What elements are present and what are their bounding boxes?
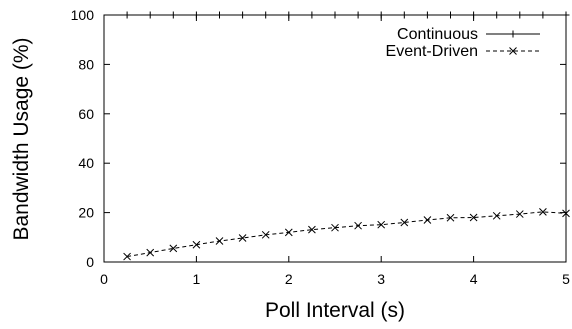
data-point <box>285 11 293 19</box>
axis-ticks <box>103 14 567 263</box>
y-axis-label: Bandwidth Usage (%) <box>10 37 33 240</box>
data-point <box>146 11 154 19</box>
data-point <box>331 223 339 232</box>
data-point <box>354 221 362 230</box>
data-point <box>192 240 201 249</box>
x-axis-label: Poll Interval (s) <box>265 299 405 322</box>
data-point <box>447 11 454 19</box>
data-point <box>492 211 501 220</box>
data-point <box>262 11 270 19</box>
data-point <box>308 11 316 19</box>
data-point <box>284 228 293 237</box>
legend-label: Continuous <box>397 26 478 43</box>
series-event-driven <box>123 208 570 261</box>
data-point <box>377 11 385 19</box>
data-point <box>239 11 247 19</box>
data-point <box>215 237 224 245</box>
data-point <box>169 244 178 253</box>
x-tick-label: 4 <box>470 271 478 287</box>
data-point <box>169 11 177 19</box>
data-point <box>446 213 455 222</box>
legend-marker <box>509 30 517 38</box>
x-tick-label: 3 <box>377 271 385 287</box>
data-point <box>331 11 339 19</box>
data-point <box>493 11 501 19</box>
data-point <box>516 11 524 19</box>
series-layer <box>123 11 570 261</box>
data-point <box>470 11 478 19</box>
plot-frame <box>103 14 567 263</box>
data-point <box>423 11 431 19</box>
data-point <box>539 208 547 216</box>
series-line <box>127 211 567 258</box>
data-point <box>123 11 131 19</box>
y-tick-label: 0 <box>86 254 94 270</box>
data-point <box>400 11 408 19</box>
data-point <box>377 220 386 229</box>
y-tick-label: 80 <box>78 56 94 72</box>
data-point <box>469 213 478 222</box>
y-tick-label: 100 <box>71 7 95 23</box>
data-point <box>423 216 432 224</box>
plot-border <box>103 14 567 263</box>
y-tick-label: 40 <box>78 155 94 171</box>
data-point <box>400 218 409 227</box>
data-point <box>539 11 547 19</box>
y-tick-label: 60 <box>78 106 94 122</box>
legend-label: Event-Driven <box>386 43 478 60</box>
data-point <box>238 234 247 242</box>
x-tick-label: 0 <box>100 271 108 287</box>
data-point <box>562 209 570 218</box>
y-tick-label: 20 <box>78 205 94 221</box>
x-tick-label: 2 <box>285 271 293 287</box>
series-continuous <box>123 11 570 19</box>
x-tick-label: 1 <box>193 271 201 287</box>
data-point <box>308 225 316 234</box>
data-point <box>515 210 524 218</box>
x-tick-label: 5 <box>562 271 570 287</box>
data-point <box>146 248 155 257</box>
axis-tick-labels: 0 1 2 3 4 5 0 20 40 60 80 100 <box>71 7 570 287</box>
data-point <box>216 11 223 19</box>
data-point <box>354 11 362 19</box>
data-point <box>261 230 270 239</box>
data-point <box>192 11 200 19</box>
legend-marker <box>509 47 517 55</box>
data-point <box>562 11 570 19</box>
data-point <box>123 252 131 261</box>
